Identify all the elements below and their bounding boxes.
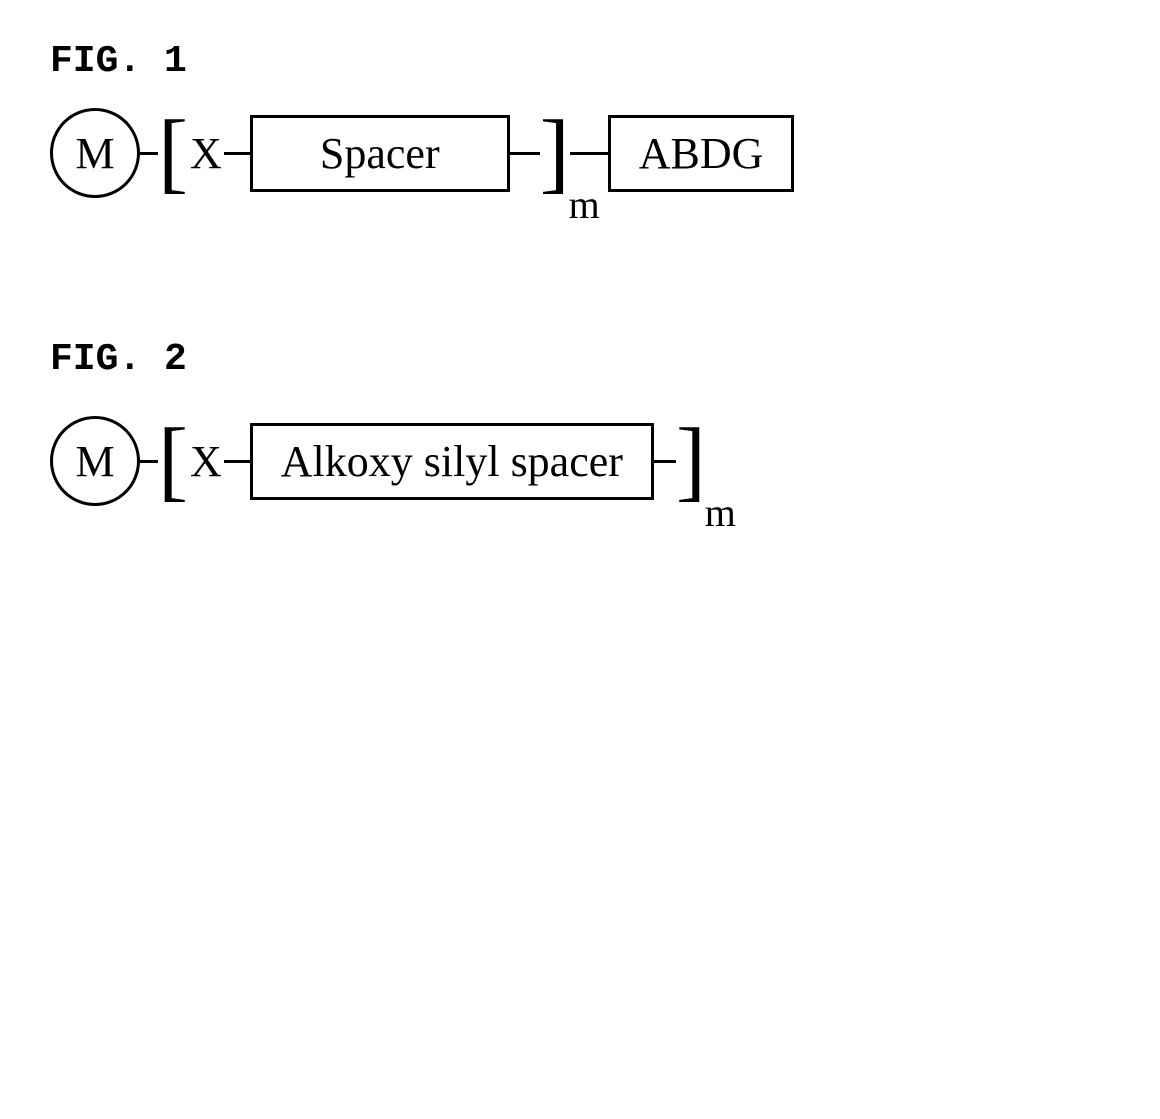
bracket-close: ] (676, 416, 706, 506)
connector (140, 152, 158, 155)
fig2-label: FIG. 2 (50, 338, 1110, 381)
box-alkoxy-silyl-spacer: Alkoxy silyl spacer (250, 423, 654, 500)
bracket-open: [ (158, 416, 188, 506)
figure-2: FIG. 2 M [ X Alkoxy silyl spacer ] m (50, 338, 1110, 506)
bracket-open: [ (158, 108, 188, 198)
subscript-m: m (705, 489, 736, 536)
connector (570, 152, 608, 155)
connector (140, 460, 158, 463)
connector (510, 152, 540, 155)
fig1-label: FIG. 1 (50, 40, 1110, 83)
fig2-diagram: M [ X Alkoxy silyl spacer ] m (50, 416, 1110, 506)
subscript-m: m (569, 181, 600, 228)
node-m-circle: M (50, 416, 140, 506)
box-spacer: Spacer (250, 115, 510, 192)
bracket-close-wrap: ] m (540, 108, 570, 198)
node-x: X (188, 128, 224, 179)
node-x: X (188, 436, 224, 487)
box-abdg: ABDG (608, 115, 795, 192)
connector (224, 152, 250, 155)
connector (654, 460, 676, 463)
connector (224, 460, 250, 463)
bracket-close: ] (540, 108, 570, 198)
fig1-diagram: M [ X Spacer ] m ABDG (50, 108, 1110, 198)
bracket-close-wrap: ] m (676, 416, 706, 506)
figure-1: FIG. 1 M [ X Spacer ] m ABDG (50, 40, 1110, 198)
node-m-circle: M (50, 108, 140, 198)
